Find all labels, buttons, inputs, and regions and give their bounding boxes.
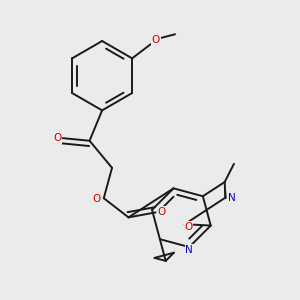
Text: O: O	[152, 35, 160, 45]
Text: O: O	[184, 222, 193, 232]
Text: O: O	[92, 194, 101, 204]
Text: N: N	[185, 245, 193, 255]
Text: O: O	[158, 207, 166, 217]
Text: N: N	[227, 193, 235, 202]
Text: O: O	[53, 133, 61, 143]
